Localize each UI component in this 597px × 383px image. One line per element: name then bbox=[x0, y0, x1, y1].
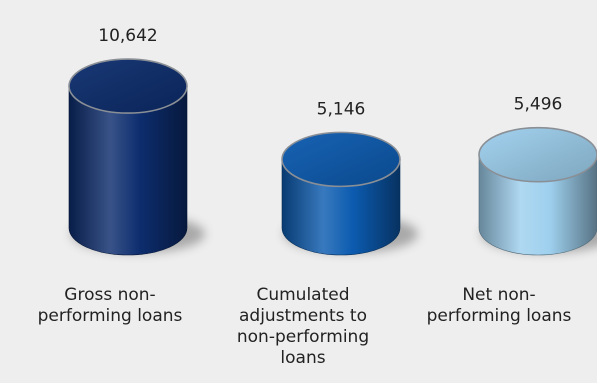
category-label-gross-non-performing-loans: Gross non-performing loans bbox=[37, 285, 183, 326]
value-label-1: 5,146 bbox=[317, 99, 366, 119]
bar-2 bbox=[478, 126, 597, 256]
bar-top-1 bbox=[281, 131, 401, 188]
value-label-2: 5,496 bbox=[514, 95, 563, 115]
value-label-0: 10,642 bbox=[98, 26, 157, 46]
category-label-cumulated-adjustments: Cumulated adjustments to non-performing … bbox=[236, 285, 370, 368]
category-label-net-non-performing-loans: Net non-performing loans bbox=[426, 285, 572, 326]
bar-top-0 bbox=[68, 58, 188, 114]
bar-1 bbox=[281, 131, 418, 256]
bar-0 bbox=[68, 58, 205, 256]
bar-top-2 bbox=[478, 126, 597, 183]
